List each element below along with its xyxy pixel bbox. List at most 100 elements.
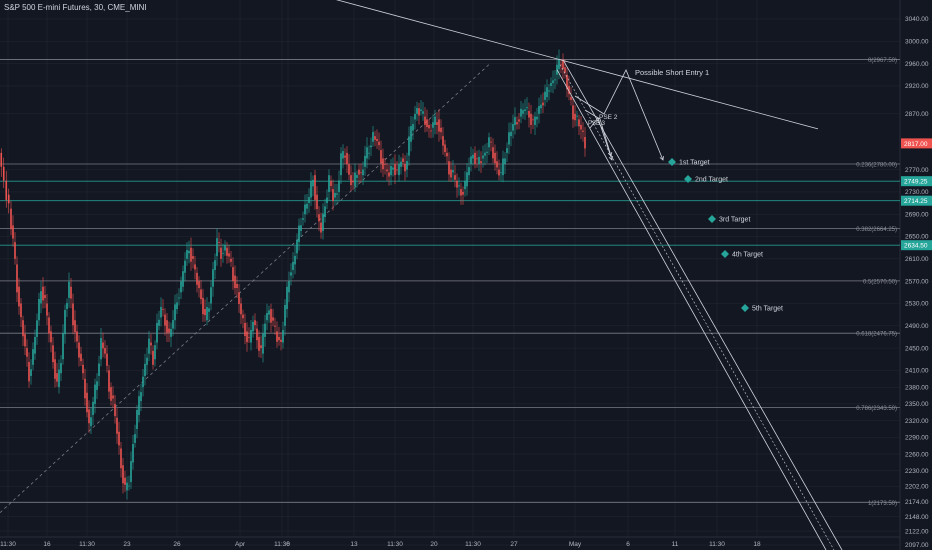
candle-body	[478, 156, 480, 165]
price-axis[interactable]	[900, 0, 932, 550]
candle-body	[420, 109, 422, 112]
time-tick-label: 6	[286, 541, 290, 548]
entry-label-3: PSE 3	[588, 121, 606, 127]
candle-body	[0, 152, 3, 167]
candle-body	[326, 197, 328, 204]
candle-body	[406, 161, 408, 170]
candle-body	[210, 287, 212, 304]
candle-body	[118, 431, 120, 446]
candle-body	[268, 310, 270, 315]
candle-body	[142, 376, 144, 388]
candle-body	[200, 289, 202, 300]
candle-body	[490, 141, 492, 143]
candle-body	[418, 108, 420, 116]
candle-body	[356, 175, 358, 178]
candle-body	[174, 304, 176, 321]
candle-body	[458, 185, 460, 187]
candle-body	[120, 448, 122, 469]
target-label: 1st Target	[679, 160, 710, 167]
fib-level-label: 0.618(2476.75)	[856, 332, 897, 338]
candle-body	[580, 124, 582, 130]
price-tick-label: 2960.00	[905, 61, 929, 68]
current-price-badge	[901, 138, 932, 149]
candle-body	[216, 238, 218, 257]
candle-body	[486, 151, 488, 153]
candle-body	[24, 334, 26, 347]
candle-body	[272, 317, 274, 321]
dashed-trend-line	[0, 63, 491, 513]
candle-body	[564, 67, 566, 73]
candle-body	[386, 169, 388, 172]
price-tick-label: 2690.00	[905, 211, 929, 218]
candle-body	[340, 153, 342, 176]
candle-body	[314, 175, 316, 200]
channel-line-lower[interactable]	[556, 69, 827, 550]
target-price-badge	[901, 240, 932, 251]
candle-body	[422, 111, 424, 114]
price-tick-label: 2230.00	[905, 468, 929, 475]
entry-3-path-head	[608, 155, 614, 161]
candle-body	[162, 309, 164, 310]
time-tick-label: May	[569, 541, 582, 548]
target-label: 2nd Target	[695, 177, 728, 184]
candle-body	[232, 267, 234, 282]
candle-body	[188, 250, 190, 254]
candle-body	[396, 169, 398, 171]
candle-body	[484, 152, 486, 156]
price-tick-label: 2148.00	[905, 514, 929, 521]
candle-body	[130, 461, 132, 482]
candle-body	[52, 345, 54, 363]
candle-body	[28, 362, 30, 382]
candle-body	[102, 342, 104, 349]
candle-body	[80, 353, 82, 362]
candle-body	[190, 247, 192, 262]
candle-body	[18, 286, 20, 307]
candle-body	[252, 321, 254, 332]
time-tick-label: 11:30	[387, 541, 403, 548]
candle-body	[416, 107, 418, 114]
candle-body	[244, 322, 246, 337]
candle-body	[220, 247, 222, 259]
candle-body	[404, 164, 406, 172]
candle-body	[150, 342, 152, 346]
price-tick-label: 2650.00	[905, 234, 929, 241]
candle-body	[94, 384, 96, 404]
candle-body	[376, 138, 378, 142]
candle-body	[112, 395, 114, 399]
candle-body	[544, 91, 546, 100]
price-tick-label: 2260.00	[905, 451, 929, 458]
candle-body	[338, 180, 340, 192]
target-price-badge-label: 2749.25	[904, 179, 928, 186]
candle-body	[284, 304, 286, 326]
candle-body	[2, 166, 5, 181]
time-tick-label: 27	[510, 541, 518, 548]
channel-line-upper[interactable]	[562, 59, 843, 550]
candle-body	[136, 410, 138, 429]
candle-body	[236, 283, 238, 289]
candle-body	[184, 260, 186, 273]
candle-body	[46, 303, 48, 316]
candle-body	[60, 363, 62, 374]
candle-body	[308, 197, 310, 204]
candle-body	[110, 387, 112, 401]
price-tick-label: 2610.00	[905, 256, 929, 263]
candle-body	[440, 127, 442, 133]
fib-level-label: 0.236(2780.00)	[856, 163, 897, 169]
time-tick-label: 13	[350, 541, 358, 548]
current-price-label: 2817.00	[904, 141, 928, 148]
candle-body	[16, 264, 18, 293]
price-tick-label: 2870.00	[905, 111, 929, 118]
candle-body	[22, 320, 24, 337]
candle-body	[344, 155, 346, 158]
candle-body	[316, 194, 318, 210]
candle-body	[446, 152, 448, 157]
candle-body	[542, 102, 544, 106]
candle-body	[474, 152, 476, 164]
candle-body	[536, 116, 538, 120]
price-tick-label: 2290.00	[905, 435, 929, 442]
candle-body	[358, 169, 360, 175]
upper-trend-line[interactable]	[330, 0, 819, 130]
candle-body	[336, 193, 338, 195]
